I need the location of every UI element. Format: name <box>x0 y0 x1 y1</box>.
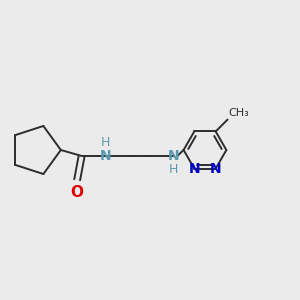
Text: CH₃: CH₃ <box>229 108 250 118</box>
Text: H: H <box>101 136 110 148</box>
Text: O: O <box>71 185 84 200</box>
Text: N: N <box>210 161 221 176</box>
Text: N: N <box>100 148 111 163</box>
Text: H: H <box>169 164 178 176</box>
Text: N: N <box>188 161 200 176</box>
Text: N: N <box>168 148 180 163</box>
